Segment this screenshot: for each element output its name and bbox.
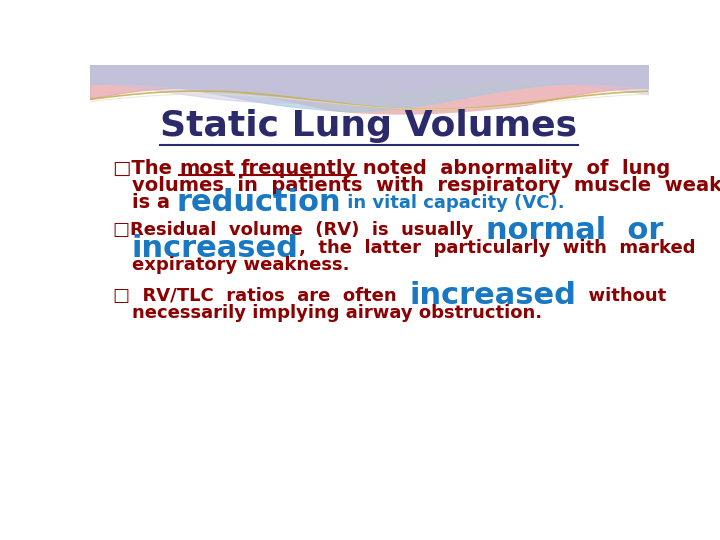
Text: reduction: reduction (176, 188, 341, 217)
Text: in vital capacity (VC).: in vital capacity (VC). (341, 194, 565, 212)
Text: □Residual  volume  (RV)  is  usually: □Residual volume (RV) is usually (113, 221, 486, 239)
Text: noted  abnormality  of  lung: noted abnormality of lung (356, 159, 670, 178)
Text: increased: increased (132, 234, 299, 262)
Text: volumes  in  patients  with  respiratory  muscle  weakness: volumes in patients with respiratory mus… (132, 176, 720, 195)
Text: necessarily implying airway obstruction.: necessarily implying airway obstruction. (132, 303, 542, 322)
Text: most: most (179, 159, 233, 178)
Text: without: without (576, 287, 667, 305)
Text: □The: □The (113, 159, 179, 178)
Text: expiratory weakness.: expiratory weakness. (132, 256, 349, 274)
Text: Static Lung Volumes: Static Lung Volumes (161, 110, 577, 144)
Text: normal  or: normal or (486, 216, 663, 245)
Text: frequently: frequently (240, 159, 356, 178)
Text: □  RV/TLC  ratios  are  often: □ RV/TLC ratios are often (113, 287, 410, 305)
Text: increased: increased (410, 281, 576, 310)
Text: is a: is a (132, 193, 176, 212)
Text: ,  the  latter  particularly  with  marked: , the latter particularly with marked (299, 239, 696, 257)
